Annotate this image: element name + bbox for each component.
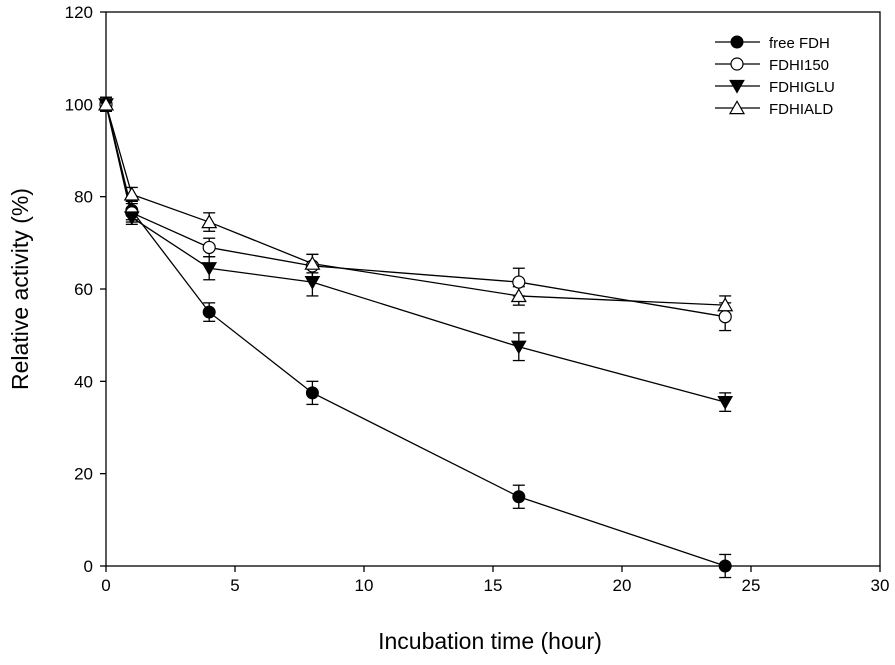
legend: free FDH FDHI150 FDHIGLU FDHIALD	[715, 35, 835, 118]
data-point	[717, 297, 734, 312]
data-point	[123, 211, 140, 226]
series-line-group	[105, 104, 726, 318]
data-point	[305, 386, 319, 400]
error-bar-group	[100, 96, 732, 316]
data-point	[202, 240, 216, 255]
data-point	[97, 96, 115, 111]
data-point	[718, 310, 732, 324]
x-axis-title: Incubation time (hour)	[378, 628, 602, 654]
legend-label: FDHIGLU	[769, 79, 835, 96]
y-tick-label: 20	[74, 465, 93, 484]
x-tick-label: 0	[101, 576, 110, 595]
legend-label: FDHIALD	[769, 101, 833, 118]
series-line	[105, 104, 726, 318]
legend-marker	[728, 100, 746, 115]
legend-entry: free FDH	[715, 35, 830, 52]
series-marker-group	[99, 97, 732, 573]
series-line	[105, 104, 726, 567]
legend-label: free FDH	[769, 35, 830, 52]
y-tick-label: 40	[74, 372, 93, 391]
legend-marker	[729, 79, 745, 94]
data-point	[512, 275, 526, 289]
x-tick-label: 10	[355, 576, 374, 595]
data-point	[304, 255, 321, 270]
y-axis-title: Relative activity (%)	[7, 188, 33, 390]
legend-entry: FDHI150	[715, 57, 829, 74]
series-line-group	[105, 104, 726, 403]
legend-entry: FDHIALD	[715, 100, 833, 118]
x-tick-label: 5	[230, 576, 239, 595]
plot-frame	[105, 11, 881, 567]
error-bar-group	[100, 96, 732, 579]
series-line-group	[105, 104, 726, 567]
y-tick-label: 100	[65, 95, 93, 114]
y-tick-label: 60	[74, 280, 93, 299]
series-line-group	[105, 104, 726, 306]
data-point	[201, 262, 218, 276]
error-bar-group	[100, 96, 732, 332]
y-tick-label: 80	[74, 188, 93, 207]
data-point	[510, 288, 527, 303]
data-point	[202, 305, 216, 319]
legend-entry: FDHIGLU	[715, 79, 835, 96]
legend-marker	[730, 35, 744, 49]
data-point	[718, 559, 732, 573]
x-tick-label: 25	[742, 576, 761, 595]
x-tick-label: 15	[484, 576, 503, 595]
data-point	[717, 396, 734, 410]
series-marker-group	[99, 97, 732, 324]
x-tick-label: 20	[613, 576, 632, 595]
y-tick-label: 0	[84, 557, 93, 576]
data-point	[201, 214, 218, 229]
data-point	[510, 340, 527, 355]
legend-label: FDHI150	[769, 57, 829, 74]
series-line	[105, 104, 726, 403]
y-tick-label: 120	[65, 3, 93, 22]
error-bar-group	[100, 96, 732, 412]
series-layer	[97, 96, 734, 579]
series-line	[105, 104, 726, 306]
data-point	[304, 275, 321, 290]
series-marker-group	[98, 98, 734, 410]
series-marker-group	[97, 96, 734, 312]
legend-marker	[730, 57, 744, 71]
data-point	[123, 186, 140, 201]
axes: 0 5 10 15 20 25 30 0 20 40 60 80 100 120	[65, 3, 890, 595]
x-tick-label: 30	[871, 576, 890, 595]
data-point	[512, 490, 526, 504]
